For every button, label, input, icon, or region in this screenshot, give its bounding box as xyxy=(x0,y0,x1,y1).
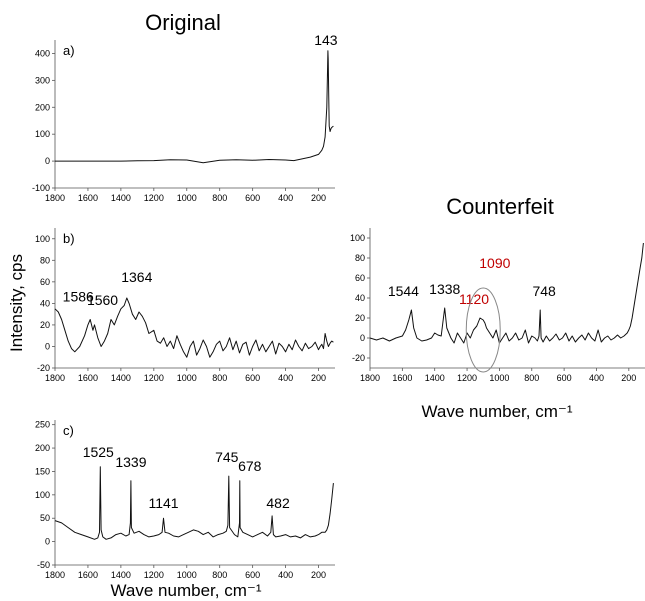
x-tick-label: 1800 xyxy=(45,373,65,383)
spectrum-line xyxy=(369,242,644,344)
x-axis-title-counterfeit: Wave number, cm⁻¹ xyxy=(422,402,573,421)
peak-label: 1560 xyxy=(87,292,118,308)
x-tick-label: 1400 xyxy=(111,193,131,203)
x-tick-label: 200 xyxy=(311,193,326,203)
y-tick-label: 60 xyxy=(40,277,50,287)
peak-label: 1544 xyxy=(388,283,419,299)
y-tick-label: -20 xyxy=(37,363,50,373)
x-tick-label: 1000 xyxy=(177,193,197,203)
panel-label: b) xyxy=(63,231,75,246)
x-tick-label: 1600 xyxy=(78,193,98,203)
y-tick-label: 20 xyxy=(355,313,365,323)
peak-label: 1090 xyxy=(479,255,510,271)
panel-c: -50 0 50 100 150 200 250 1800 1600 1400 1200 1000 80… xyxy=(35,420,335,580)
x-tick-label: 1200 xyxy=(144,373,164,383)
x-tick-label: 800 xyxy=(212,570,227,580)
x-tick-label: 600 xyxy=(245,193,260,203)
x-axis-title-original: Wave number, cm⁻¹ xyxy=(111,581,262,600)
x-tick-label: 800 xyxy=(212,193,227,203)
x-tick-label: 1400 xyxy=(111,570,131,580)
peak-label: 1339 xyxy=(115,454,146,470)
y-tick-label: 80 xyxy=(355,253,365,263)
x-tick-label: 200 xyxy=(311,373,326,383)
y-axis-title: Intensity, cps xyxy=(7,254,26,352)
x-tick-label: 1600 xyxy=(78,373,98,383)
y-tick-label: 80 xyxy=(40,255,50,265)
y-tick-label: 0 xyxy=(45,341,50,351)
x-tick-label: 600 xyxy=(245,373,260,383)
y-tick-label: 200 xyxy=(35,443,50,453)
y-tick-label: 40 xyxy=(355,293,365,303)
counterfeit-heading: Counterfeit xyxy=(446,194,554,219)
y-tick-label: 200 xyxy=(35,102,50,112)
highlight-ellipse xyxy=(465,287,501,373)
x-tick-label: 400 xyxy=(278,373,293,383)
peak-label: 1120 xyxy=(459,291,489,307)
panel-counterfeit: -20 0 20 40 60 80 100 1800 1600 1400 1200 1000 800 60… xyxy=(350,228,645,383)
x-tick-label: 1000 xyxy=(489,373,509,383)
y-tick-label: 300 xyxy=(35,75,50,85)
x-tick-label: 600 xyxy=(557,373,572,383)
y-tick-label: -20 xyxy=(352,353,365,363)
x-tick-label: 400 xyxy=(278,193,293,203)
panel-label: c) xyxy=(63,423,74,438)
y-tick-label: 0 xyxy=(45,537,50,547)
x-tick-label: 1400 xyxy=(425,373,445,383)
peak-label: 1141 xyxy=(148,495,178,511)
y-tick-label: 40 xyxy=(40,298,50,308)
x-tick-label: 400 xyxy=(589,373,604,383)
peak-label: 1525 xyxy=(83,444,114,460)
peak-label: 1364 xyxy=(121,269,152,285)
y-tick-label: 250 xyxy=(35,420,50,430)
y-tick-label: 100 xyxy=(35,490,50,500)
peak-label: 1586 xyxy=(63,289,94,305)
peak-label: 1338 xyxy=(429,281,460,297)
x-tick-label: 1800 xyxy=(45,193,65,203)
x-tick-label: 200 xyxy=(621,373,636,383)
x-tick-label: 1000 xyxy=(177,373,197,383)
y-tick-label: 60 xyxy=(355,273,365,283)
spectrum-line xyxy=(54,466,334,540)
x-tick-label: 1600 xyxy=(78,570,98,580)
x-tick-label: 800 xyxy=(212,373,227,383)
x-tick-label: 1600 xyxy=(392,373,412,383)
peak-label: 143 xyxy=(314,32,338,48)
x-tick-label: 1800 xyxy=(360,373,380,383)
peak-label: 745 xyxy=(215,449,239,465)
panel-a: -100 0 100 200 300 400 1800 1600 1400 1200 1000 800… xyxy=(32,32,338,203)
x-tick-label: 1200 xyxy=(457,373,477,383)
y-tick-label: 100 xyxy=(350,233,365,243)
x-tick-label: 1800 xyxy=(45,570,65,580)
x-tick-label: 1200 xyxy=(144,570,164,580)
x-tick-label: 1400 xyxy=(111,373,131,383)
x-tick-label: 800 xyxy=(524,373,539,383)
panel-b: -20 0 20 40 60 80 100 1800 1600 1400 1200 1000 800 60… xyxy=(35,228,335,383)
spectrum-line xyxy=(55,50,334,164)
x-tick-label: 200 xyxy=(311,570,326,580)
y-tick-label: 100 xyxy=(35,129,50,139)
original-heading: Original xyxy=(145,10,221,35)
y-tick-label: 20 xyxy=(40,320,50,330)
y-tick-label: -100 xyxy=(32,183,50,193)
peak-label: 678 xyxy=(238,458,262,474)
panel-label: a) xyxy=(63,43,75,58)
x-tick-label: 600 xyxy=(245,570,260,580)
peak-label: 748 xyxy=(532,283,556,299)
y-tick-label: 50 xyxy=(40,513,50,523)
y-tick-label: -50 xyxy=(37,560,50,570)
x-tick-label: 400 xyxy=(278,570,293,580)
y-tick-label: 0 xyxy=(45,156,50,166)
peak-label: 482 xyxy=(266,495,290,511)
x-tick-label: 1000 xyxy=(177,570,197,580)
spectrum-line xyxy=(54,297,334,358)
y-tick-label: 0 xyxy=(360,333,365,343)
y-tick-label: 150 xyxy=(35,466,50,476)
y-tick-label: 400 xyxy=(35,48,50,58)
x-tick-label: 1200 xyxy=(144,193,164,203)
y-tick-label: 100 xyxy=(35,234,50,244)
